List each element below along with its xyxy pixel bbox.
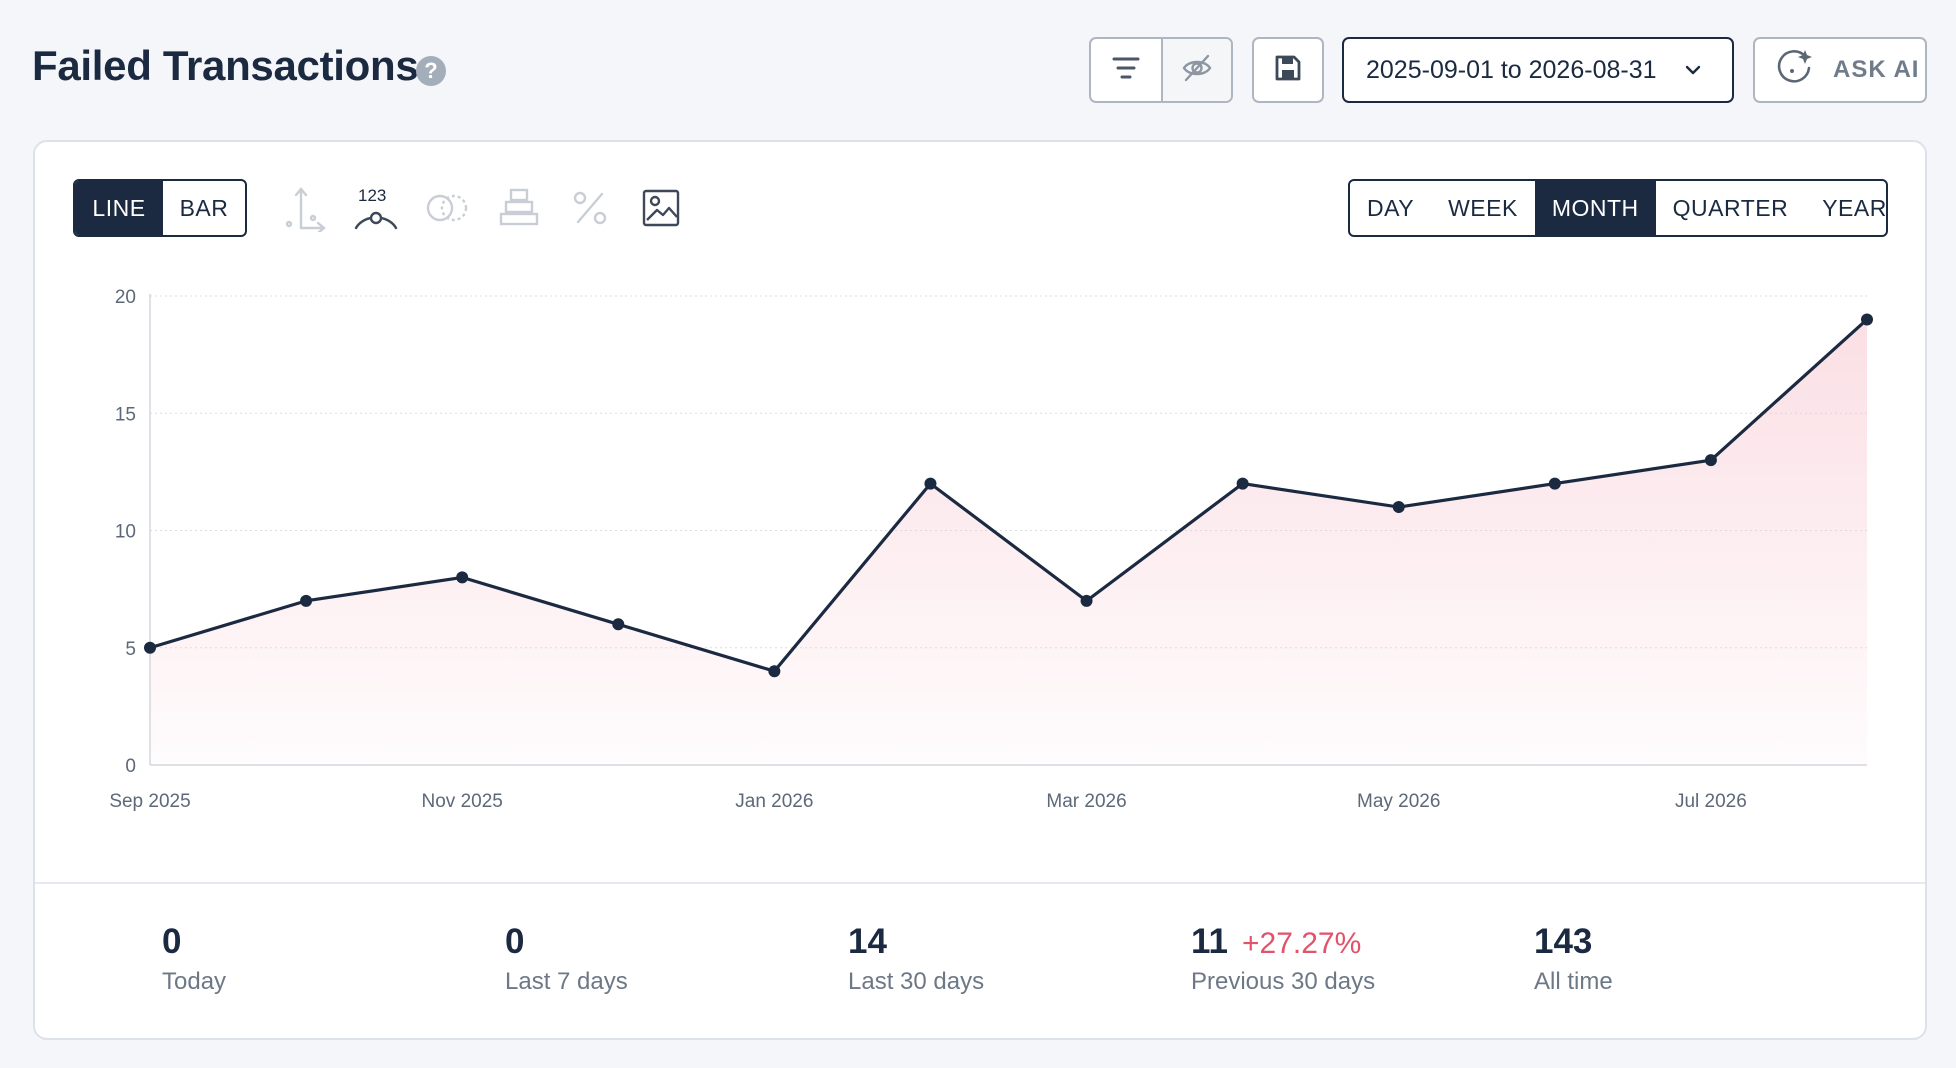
image-export-icon[interactable] [635,182,687,234]
x-tick-label: Jul 2026 [1675,791,1747,812]
y-tick-label: 15 [115,404,136,425]
x-tick-label: May 2026 [1357,791,1440,812]
data-point [612,618,625,631]
x-tick-label: Nov 2025 [422,791,503,812]
stat-value: 0 [505,922,628,966]
filter-visibility-group [1089,37,1233,103]
data-labels-icon[interactable] [350,182,402,234]
ask-ai-button[interactable]: ASK AI [1753,37,1927,103]
stat-today: 0 Today [162,922,226,996]
stat-value: 11 +27.27% [1191,922,1375,966]
date-range-value: 2025-09-01 to 2026-08-31 [1366,55,1657,84]
stat-30d-label: Last 30 days [848,968,985,995]
chart-type-toggle: LINE BAR [73,179,247,237]
stat-30d-value: 14 [848,922,887,961]
stat-today-label: Today [162,968,227,995]
stats-divider [35,882,1925,884]
stat-prev30-value: 11 [1191,922,1228,961]
save-button[interactable] [1252,37,1324,103]
period-month[interactable]: MONTH [1534,181,1656,235]
data-point [924,477,937,490]
data-point [456,571,469,584]
stack-icon[interactable] [493,182,545,234]
area-fill [150,319,1867,765]
help-icon[interactable]: ? [416,56,446,86]
data-point [1548,477,1561,490]
stat-change-badge: +27.27% [1242,927,1362,960]
chart-type-line[interactable]: LINE [75,181,163,235]
stat-value: 143 [1534,922,1613,966]
page-header: Failed Transactions ? 2025-09-01 to 2026… [0,0,1956,140]
y-tick-label: 20 [115,287,136,308]
stat-all-time-value: 143 [1534,922,1593,961]
save-icon-wrap [1254,39,1322,101]
chart-type-bar[interactable]: BAR [179,194,229,221]
period-week[interactable]: WEEK [1448,194,1518,221]
y-tick-label: 10 [115,522,136,543]
period-quarter[interactable]: QUARTER [1672,194,1789,221]
stat-last-7-days: 0 Last 7 days [505,922,628,996]
filter-icon [1111,53,1141,88]
data-point [1861,313,1873,326]
x-tick-label: Jan 2026 [735,791,813,812]
y-tick-label: 5 [125,639,136,660]
filter-button[interactable] [1091,39,1161,101]
stat-value: 14 [848,922,984,966]
page-title: Failed Transactions [32,42,419,89]
date-range-select[interactable]: 2025-09-01 to 2026-08-31 [1342,37,1734,103]
data-point [144,641,156,654]
data-point [1392,501,1405,514]
chevron-down-icon [1682,59,1704,88]
hide-button[interactable] [1161,39,1231,101]
y-tick-label: 0 [125,756,136,777]
percent-icon[interactable] [564,182,616,234]
stat-value: 0 [162,922,226,966]
period-toggle: DAY WEEK MONTH QUARTER YEAR [1348,179,1888,237]
data-point [768,665,781,678]
stat-prev30-label: Previous 30 days [1191,968,1376,995]
stat-7d-label: Last 7 days [505,968,628,995]
data-point [1704,454,1717,467]
data-point [1236,477,1249,490]
axis-icon[interactable] [279,182,331,234]
period-year[interactable]: YEAR [1822,194,1887,221]
stat-7d-value: 0 [505,922,525,961]
stat-all-time-label: All time [1534,968,1613,995]
failed-transactions-chart: 0 5 10 15 20 Sep 2025 Nov 2025 Jan 2026 Mar 2026… [109,287,1873,812]
save-icon [1273,53,1303,88]
compare-icon[interactable] [422,182,474,234]
x-tick-label: Mar 2026 [1046,791,1126,812]
series-line [149,318,1869,673]
data-point [1080,594,1093,607]
chart-card: LINE BAR 123 DAY WEEK MONTH QUARTER YEAR… [33,140,1927,1040]
data-point [300,594,313,607]
ask-ai-label: ASK AI [1833,56,1920,83]
data-labels-tool-text: 123 [358,186,387,205]
stat-previous-30-days: 11 +27.27% Previous 30 days [1191,922,1375,996]
eye-off-icon [1181,53,1213,88]
ai-sparkle-icon [1775,47,1815,94]
stat-last-30-days: 14 Last 30 days [848,922,984,996]
stat-all-time: 143 All time [1534,922,1613,996]
stat-today-value: 0 [162,922,182,961]
x-tick-label: Sep 2025 [109,791,190,812]
period-day[interactable]: DAY [1367,194,1415,221]
